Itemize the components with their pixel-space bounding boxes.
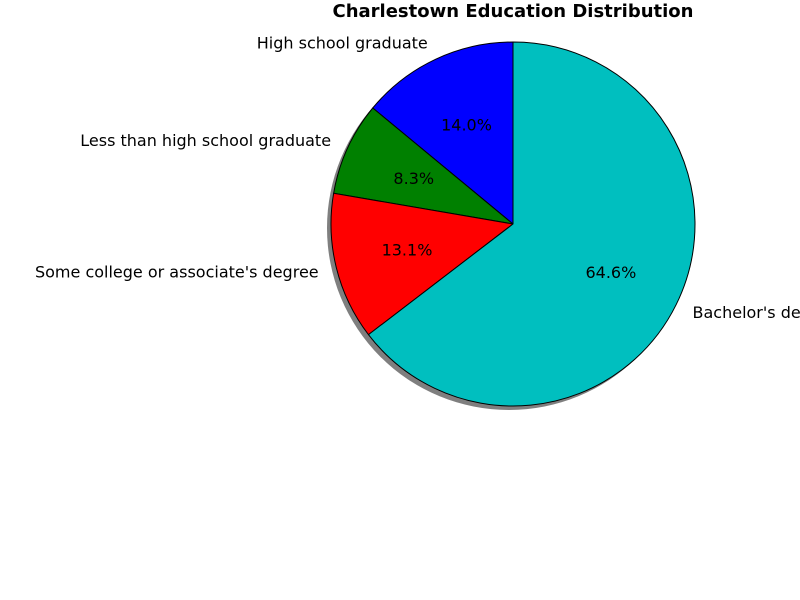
pie-slice-some-college-or-associate-s-degree [330, 192, 514, 336]
percent-labels: 14.0% 8.3% 13.1% 64.6% [382, 116, 637, 282]
pie-slice-high-school-graduate [372, 41, 514, 225]
percent-label-high-school-graduate: 14.0% [441, 116, 492, 135]
percent-label-bachelor-s-degree-or-higher: 64.6% [585, 263, 636, 282]
pie-slices [330, 41, 696, 407]
slice-label-less-than-high-school-graduate: Less than high school graduate [80, 131, 331, 150]
chart-title: Charlestown Education Distribution [333, 1, 694, 22]
slice-label-high-school-graduate: High school graduate [257, 33, 428, 52]
slice-label-bachelor-s-degree-or-higher: Bachelor's degree or higher [693, 303, 800, 322]
pie-slice-bachelor-s-degree-or-higher [367, 41, 696, 407]
percent-label-some-college-or-associate-s-degree: 13.1% [382, 241, 433, 260]
pie-slice-less-than-high-school-graduate [333, 107, 514, 225]
slice-label-some-college-or-associate-s-degree: Some college or associate's degree [35, 262, 319, 281]
percent-label-less-than-high-school-graduate: 8.3% [393, 169, 434, 188]
slice-labels: High school graduate Less than high schoo… [35, 33, 800, 322]
